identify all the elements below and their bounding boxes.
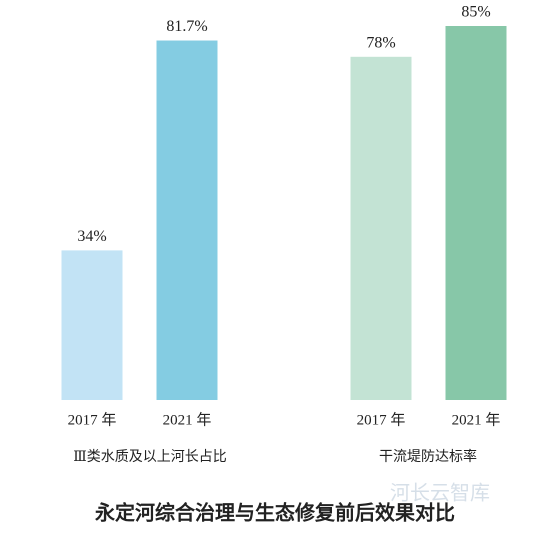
value-label: 78% [366,34,395,51]
value-label: 34% [77,228,106,245]
bar [350,56,412,401]
x-axis-label: 干流堤防达标率 [379,448,477,465]
x-axis-label: Ⅲ类水质及以上河长占比 [73,449,227,465]
value-label: 85% [461,4,490,21]
bar [445,26,507,400]
bar [61,250,123,400]
watermark: 河长云智库 [390,481,490,505]
bar [156,40,218,401]
x-tick-label: 2021 年 [163,411,212,428]
chart-title: 永定河综合治理与生态修复前后效果对比 [94,501,455,525]
x-tick-label: 2017 年 [68,411,117,428]
x-tick-label: 2021 年 [452,411,501,428]
value-label: 81.7% [166,18,207,35]
x-tick-label: 2017 年 [357,411,406,428]
